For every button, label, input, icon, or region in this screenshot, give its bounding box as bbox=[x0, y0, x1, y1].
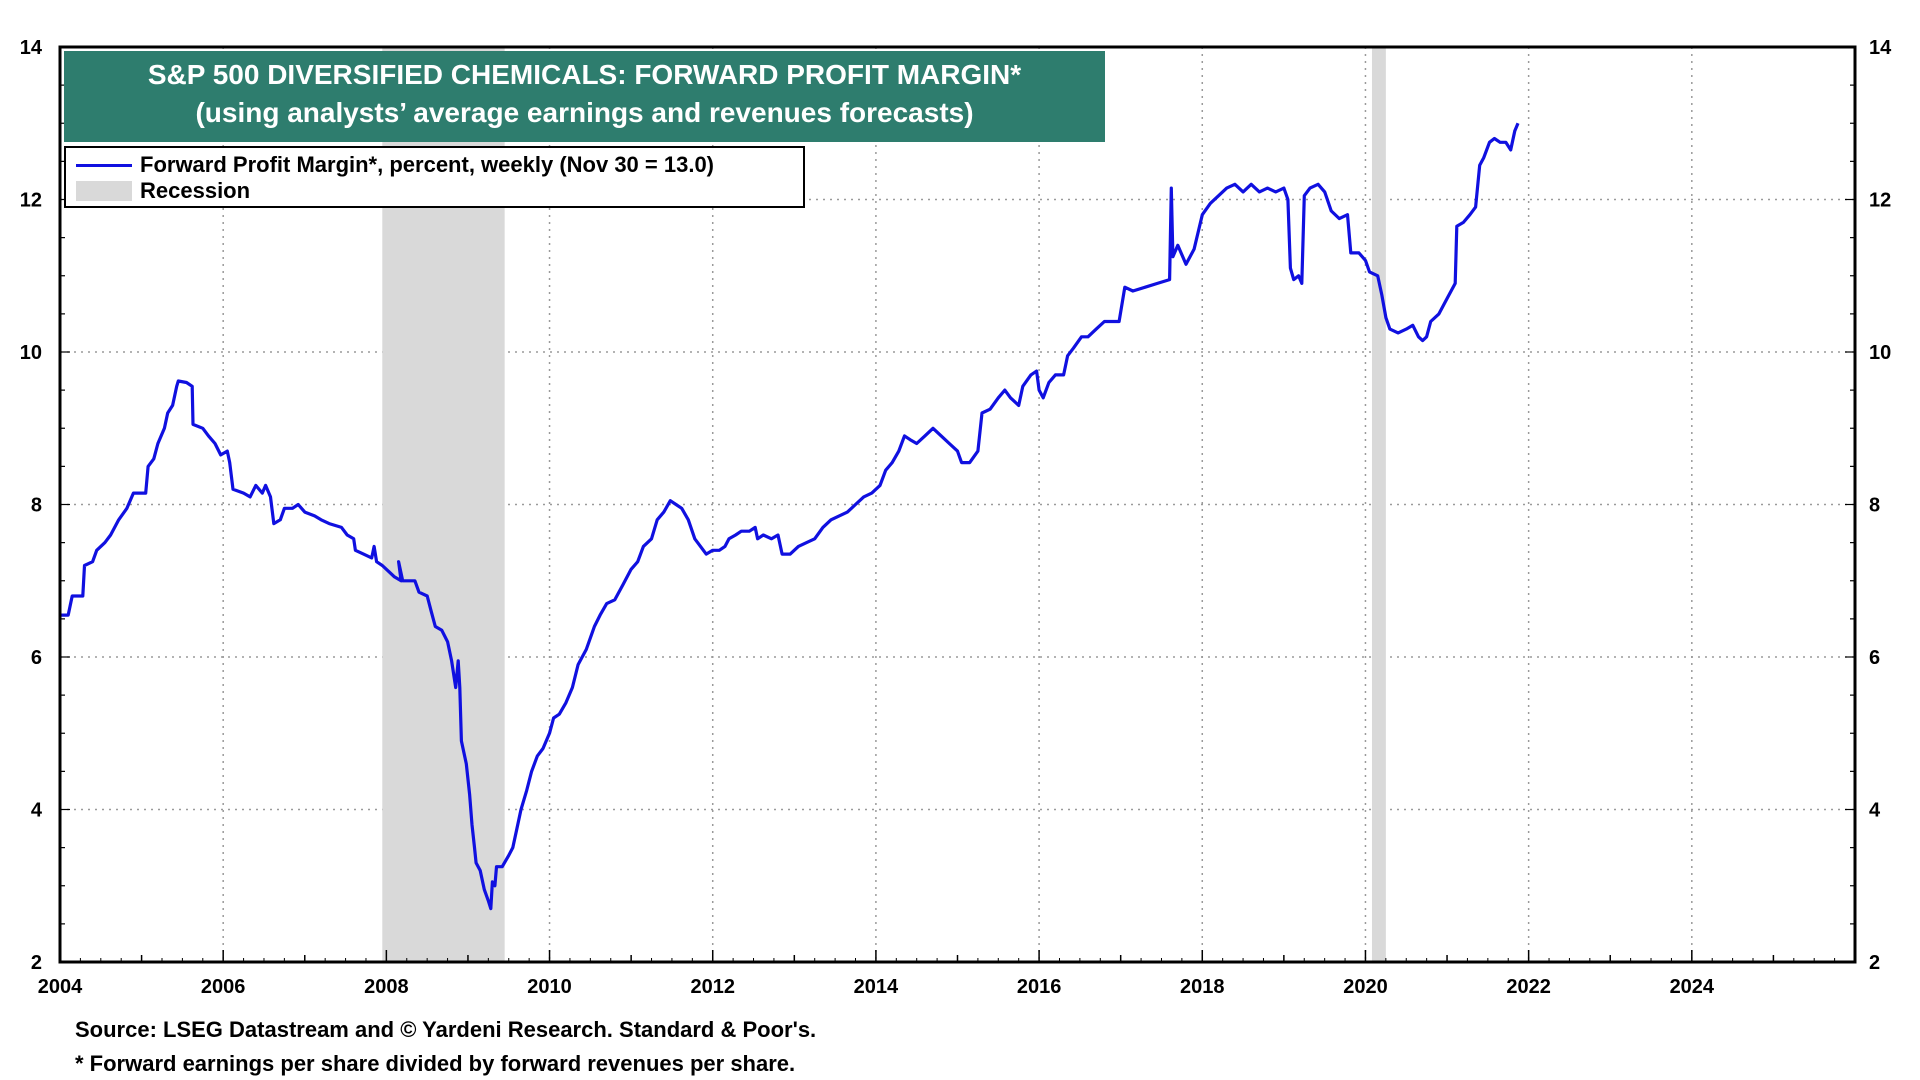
legend-label-recession: Recession bbox=[140, 178, 251, 203]
y-tick-label-right: 10 bbox=[1869, 342, 1891, 364]
y-axis-right-tick-labels: 2 4 6 8 10 12 14 bbox=[1869, 37, 1892, 974]
x-tick-label: 2010 bbox=[527, 976, 572, 998]
x-tick-label: 2022 bbox=[1506, 976, 1551, 998]
x-tick-label: 2020 bbox=[1343, 976, 1388, 998]
legend-line-swatch bbox=[76, 163, 132, 167]
x-tick-label: 2012 bbox=[690, 976, 735, 998]
x-axis-tick-labels: 2004 2006 2008 2010 2012 2014 2016 2018 2020 2022… bbox=[38, 976, 1715, 998]
forward-profit-margin-line bbox=[60, 122, 1520, 911]
y-tick-label-left: 14 bbox=[20, 37, 43, 59]
y-tick-label-left: 4 bbox=[31, 800, 43, 822]
footnote: * Forward earnings per share divided by … bbox=[75, 1051, 796, 1076]
x-tick-label: 2018 bbox=[1180, 976, 1225, 998]
y-tick-label-left: 12 bbox=[20, 190, 42, 212]
recession-band bbox=[1371, 47, 1386, 962]
x-tick-label: 2008 bbox=[364, 976, 409, 998]
y-tick-label-right: 4 bbox=[1869, 800, 1881, 822]
y-tick-label-right: 2 bbox=[1869, 952, 1880, 974]
legend-item-margin: Forward Profit Margin*, percent, weekly … bbox=[76, 152, 714, 178]
x-tick-label: 2016 bbox=[1017, 976, 1062, 998]
chart-subtitle: (using analysts’ average earnings and re… bbox=[195, 97, 974, 128]
x-tick-label: 2024 bbox=[1670, 976, 1715, 998]
legend-label-margin: Forward Profit Margin*, percent, weekly … bbox=[140, 152, 715, 177]
y-axis-left-tick-labels: 2 4 6 8 10 12 14 bbox=[20, 37, 43, 974]
y-tick-label-left: 8 bbox=[31, 495, 42, 517]
y-tick-label-right: 12 bbox=[1869, 190, 1891, 212]
series-line-layer bbox=[60, 122, 1520, 911]
chart-title: S&P 500 DIVERSIFIED CHEMICALS: FORWARD P… bbox=[147, 59, 1022, 90]
chart-title-box: S&P 500 DIVERSIFIED CHEMICALS: FORWARD P… bbox=[64, 51, 1105, 142]
x-tick-label: 2004 bbox=[38, 976, 83, 998]
y-tick-label-right: 6 bbox=[1869, 647, 1880, 669]
y-tick-label-right: 14 bbox=[1869, 37, 1892, 59]
grid-lines bbox=[60, 47, 1855, 962]
y-tick-label-left: 10 bbox=[20, 342, 42, 364]
legend-recession-swatch bbox=[76, 181, 132, 201]
y-tick-label-left: 2 bbox=[31, 952, 42, 974]
y-tick-label-left: 6 bbox=[31, 647, 42, 669]
x-tick-label: 2006 bbox=[201, 976, 246, 998]
x-tick-label: 2014 bbox=[854, 976, 899, 998]
source-note: Source: LSEG Datastream and © Yardeni Re… bbox=[75, 1017, 817, 1042]
legend: Forward Profit Margin*, percent, weekly … bbox=[64, 146, 805, 208]
y-tick-label-right: 8 bbox=[1869, 495, 1880, 517]
legend-item-recession: Recession bbox=[76, 178, 250, 204]
